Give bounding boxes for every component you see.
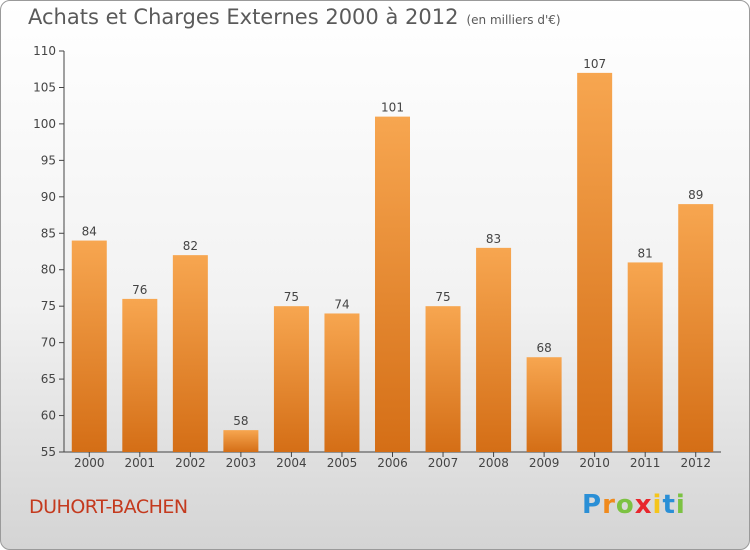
commune-name: DUHORT-BACHEN — [29, 496, 188, 518]
bar — [425, 306, 461, 452]
bar-value-label: 58 — [233, 414, 248, 428]
y-tick-label: 85 — [41, 226, 56, 240]
bar — [71, 240, 107, 452]
y-tick-label: 65 — [41, 372, 56, 386]
bar-value-label: 75 — [435, 290, 450, 304]
bar-value-label: 76 — [132, 283, 147, 297]
bar — [526, 357, 562, 452]
y-tick-label: 100 — [33, 117, 56, 131]
chart-subtitle: (en milliers d'€) — [466, 13, 561, 27]
bar-value-label: 107 — [583, 57, 606, 71]
bar — [627, 262, 663, 452]
bar-value-label: 89 — [688, 188, 703, 202]
bar — [122, 298, 158, 452]
x-tick-label: 2011 — [630, 456, 661, 470]
logo-letter: x — [634, 490, 653, 520]
proxiti-logo[interactable]: Proxiti — [582, 490, 686, 520]
bar — [324, 313, 360, 452]
x-tick-label: 2009 — [529, 456, 560, 470]
x-tick-label: 2001 — [125, 456, 156, 470]
y-tick-label: 60 — [41, 409, 56, 423]
chart-title-text: Achats et Charges Externes 2000 à 2012 — [28, 5, 459, 29]
bar-value-label: 75 — [284, 290, 299, 304]
x-tick-label: 2005 — [327, 456, 358, 470]
bar-value-label: 74 — [334, 297, 349, 311]
x-tick-label: 2002 — [175, 456, 206, 470]
x-tick-label: 2004 — [276, 456, 307, 470]
y-tick-label: 95 — [41, 153, 56, 167]
bar-value-label: 82 — [183, 239, 198, 253]
y-tick-label: 105 — [33, 80, 56, 94]
chart-title: Achats et Charges Externes 2000 à 2012 (e… — [28, 5, 561, 29]
bar — [375, 116, 410, 453]
logo-letter: i — [652, 490, 663, 520]
logo-letter: o — [615, 490, 635, 520]
x-tick-label: 2003 — [226, 456, 257, 470]
x-tick-label: 2000 — [74, 456, 105, 470]
logo-letter: P — [582, 490, 603, 520]
bar — [577, 72, 613, 452]
x-tick-label: 2010 — [579, 456, 610, 470]
y-tick-label: 90 — [41, 190, 56, 204]
bar-value-label: 81 — [638, 246, 653, 260]
bar — [273, 306, 309, 452]
bar — [678, 204, 714, 452]
y-tick-label: 55 — [41, 445, 56, 459]
x-tick-label: 2012 — [680, 456, 711, 470]
logo-letter: t — [662, 490, 676, 520]
bar — [223, 430, 259, 452]
y-tick-label: 70 — [41, 336, 56, 350]
y-tick-label: 110 — [33, 44, 56, 58]
bar — [172, 255, 208, 452]
y-tick-label: 75 — [41, 299, 56, 313]
bar — [476, 247, 512, 452]
y-tick-label: 80 — [41, 263, 56, 277]
logo-letter: i — [675, 490, 686, 520]
logo-letter: r — [602, 490, 616, 520]
bar-value-label: 83 — [486, 232, 501, 246]
x-tick-label: 2007 — [428, 456, 459, 470]
x-tick-label: 2006 — [377, 456, 408, 470]
bar-value-label: 68 — [536, 341, 551, 355]
bar-value-label: 101 — [381, 101, 404, 115]
x-tick-label: 2008 — [478, 456, 509, 470]
bar-value-label: 84 — [82, 225, 97, 239]
